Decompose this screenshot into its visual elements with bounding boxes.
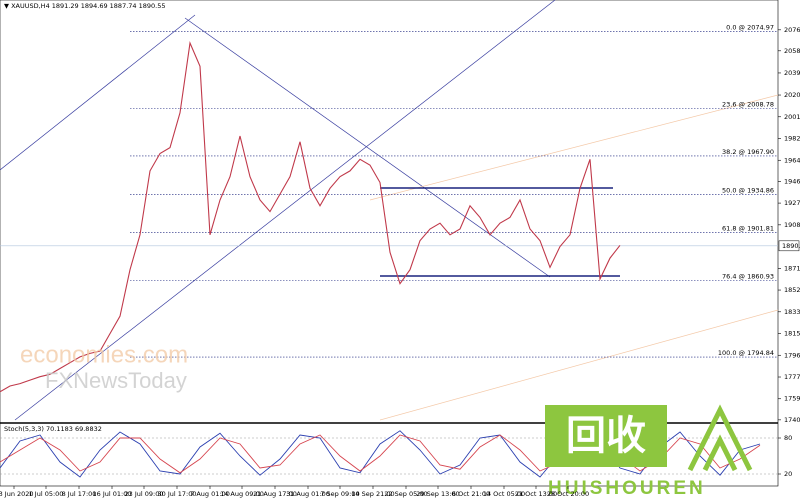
x-tick-label: 30 Jul 17:00 <box>158 490 197 498</box>
x-tick-label: 31 Aug 01:00 <box>286 490 330 498</box>
y-tick-label: 80 <box>784 434 792 442</box>
logo-mark <box>687 404 753 472</box>
y-tick-label: 2020.25 <box>784 91 800 99</box>
series-line <box>0 430 761 478</box>
watermark: HUISHOUREN <box>548 478 706 499</box>
x-tick-label: 14 Oct 05:00 <box>483 490 525 498</box>
y-tick-label: 1871.20 <box>784 264 800 272</box>
x-tick-label: 1 Jul 05:00 <box>29 490 64 498</box>
x-tick-label: 7 Aug 01:00 <box>190 490 230 498</box>
y-tick-label: 2001.55 <box>784 113 800 121</box>
watermark: 回收 <box>566 413 646 459</box>
x-tick-label: 6 Oct 21:00 <box>452 490 490 498</box>
y-tick-label: 2058.30 <box>784 47 800 55</box>
x-tick-label: 23 Jul 09:00 <box>125 490 164 498</box>
y-tick-label: 1815.10 <box>784 330 800 338</box>
level-label: 0.0 @ 2074.97 <box>726 23 774 31</box>
logo-box <box>545 405 667 467</box>
level-label: 100.0 @ 1794.84 <box>718 349 774 357</box>
y-tick-label: 1982.85 <box>784 135 800 143</box>
x-tick-label: 23 Jun 2020 <box>0 490 34 498</box>
watermark: FXNewsToday <box>45 368 187 393</box>
y-tick-label: 1740.85 <box>784 416 800 424</box>
level-label: 50.0 @ 1934.86 <box>722 186 774 194</box>
series-line <box>0 40 621 393</box>
y-tick-label: 2076.35 <box>784 26 800 34</box>
current-price: 1890.55 <box>782 242 800 250</box>
y-tick-label: 1908.60 <box>784 221 800 229</box>
y-tick-label: 1759.00 <box>784 395 800 403</box>
y-tick-label: 2039.25 <box>784 69 800 77</box>
level-label: 61.8 @ 1901.81 <box>722 225 774 233</box>
y-tick-label: 1927.30 <box>784 199 800 207</box>
x-tick-label: 16 Jul 01:00 <box>93 490 132 498</box>
y-tick-label: 20 <box>784 470 792 478</box>
x-tick-label: 21 Oct 13:00 <box>515 490 557 498</box>
x-tick-label: 8 Jul 17:00 <box>62 490 97 498</box>
y-tick-label: 1946.00 <box>784 177 800 185</box>
x-tick-label: 29 Sep 13:00 <box>416 490 459 498</box>
x-tick-label: 21 Aug 17:00 <box>253 490 297 498</box>
price-box <box>778 240 800 252</box>
x-tick-label: 7 Sep 09:00 <box>320 490 359 498</box>
level-label: 38.2 @ 1967.90 <box>722 148 774 156</box>
x-tick-label: 14 Sep 21:00 <box>351 490 394 498</box>
x-tick-label: 28 Oct 20:00 <box>547 490 589 498</box>
watermark: economies.com <box>20 341 188 368</box>
chart-title: ▼ XAUUSD,H4 1891.29 1894.69 1887.74 1890… <box>4 2 165 10</box>
indicator-title: Stoch(5,3,3) 70.1183 69.8832 <box>4 425 102 433</box>
y-tick-label: 1777.70 <box>784 373 800 381</box>
level-label: 76.4 @ 1860.93 <box>722 272 774 280</box>
level-label: 23.6 @ 2008.78 <box>722 100 774 108</box>
x-tick-label: 22 Sep 05:00 <box>384 490 427 498</box>
y-tick-label: 1852.50 <box>784 286 800 294</box>
y-tick-label: 1833.80 <box>784 308 800 316</box>
y-tick-label: 1964.15 <box>784 156 800 164</box>
x-tick-label: 14 Aug 09:00 <box>220 490 264 498</box>
y-tick-label: 1796.40 <box>784 351 800 359</box>
